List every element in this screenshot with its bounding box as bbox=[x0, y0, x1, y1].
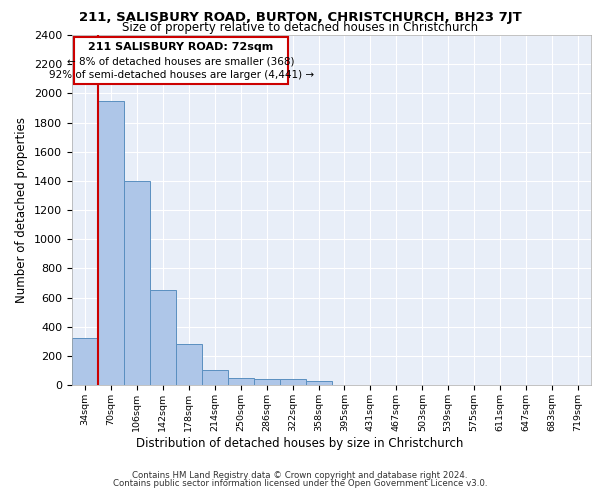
Text: Size of property relative to detached houses in Christchurch: Size of property relative to detached ho… bbox=[122, 21, 478, 34]
Bar bbox=[176, 344, 202, 385]
Text: 92% of semi-detached houses are larger (4,441) →: 92% of semi-detached houses are larger (… bbox=[49, 70, 314, 80]
Text: ← 8% of detached houses are smaller (368): ← 8% of detached houses are smaller (368… bbox=[67, 56, 295, 66]
Y-axis label: Number of detached properties: Number of detached properties bbox=[16, 117, 28, 303]
Bar bbox=[72, 338, 98, 385]
Text: Contains HM Land Registry data © Crown copyright and database right 2024.: Contains HM Land Registry data © Crown c… bbox=[132, 471, 468, 480]
Text: Distribution of detached houses by size in Christchurch: Distribution of detached houses by size … bbox=[136, 437, 464, 450]
FancyBboxPatch shape bbox=[74, 37, 288, 84]
Bar bbox=[150, 290, 176, 385]
Text: 211 SALISBURY ROAD: 72sqm: 211 SALISBURY ROAD: 72sqm bbox=[88, 42, 274, 52]
Text: 211, SALISBURY ROAD, BURTON, CHRISTCHURCH, BH23 7JT: 211, SALISBURY ROAD, BURTON, CHRISTCHURC… bbox=[79, 11, 521, 24]
Text: Contains public sector information licensed under the Open Government Licence v3: Contains public sector information licen… bbox=[113, 479, 487, 488]
Bar bbox=[228, 378, 254, 385]
Bar bbox=[254, 379, 280, 385]
Bar bbox=[202, 370, 228, 385]
Bar bbox=[280, 379, 305, 385]
Bar bbox=[124, 181, 150, 385]
Bar bbox=[98, 100, 124, 385]
Bar bbox=[305, 382, 331, 385]
